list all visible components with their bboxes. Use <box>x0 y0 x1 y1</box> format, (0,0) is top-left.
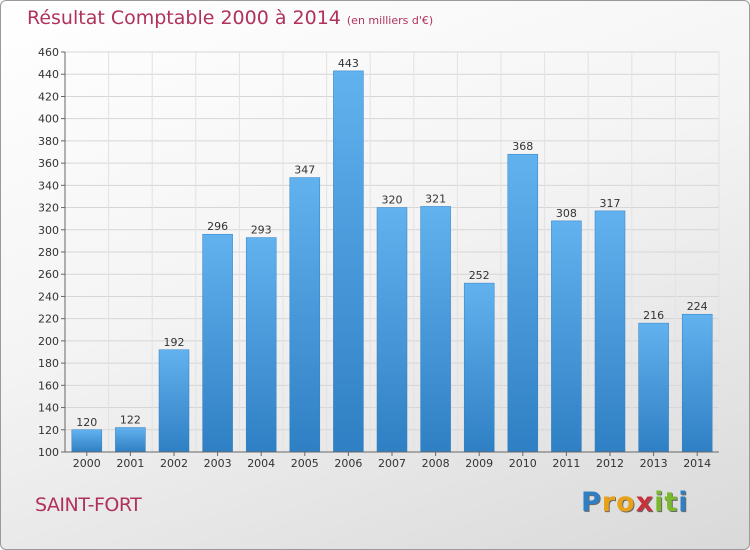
y-tick-label: 260 <box>38 268 59 281</box>
bar-value-label: 296 <box>207 220 228 233</box>
bar-value-label: 224 <box>687 300 708 313</box>
y-axis: 100 120 140 160 180 200 220 240 260 280 300 320 340 3… <box>38 46 66 459</box>
proxiti-logo: Proxiti <box>581 487 689 518</box>
logo-letter: i <box>678 487 689 518</box>
y-tick-label: 320 <box>38 202 59 215</box>
x-tick-label: 2006 <box>334 457 362 470</box>
x-tick-label: 2010 <box>509 457 537 470</box>
y-tick-label: 340 <box>38 179 59 192</box>
y-tick-label: 420 <box>38 90 59 103</box>
bar-value-label: 192 <box>164 336 185 349</box>
bar-value-label: 252 <box>469 269 490 282</box>
x-tick-label: 2003 <box>204 457 232 470</box>
logo-letter: P <box>581 487 602 518</box>
bar <box>115 427 146 453</box>
bar-value-label: 320 <box>382 194 403 207</box>
logo-letter: r <box>601 487 617 518</box>
bar-value-label: 443 <box>338 57 359 70</box>
y-tick-label: 380 <box>38 135 59 148</box>
bar <box>333 70 364 453</box>
logo-letter: o <box>616 487 636 518</box>
y-tick-label: 180 <box>38 357 59 370</box>
bar <box>551 220 582 453</box>
bar <box>245 237 277 453</box>
bar <box>158 349 190 453</box>
logo-letter: t <box>664 487 679 518</box>
x-tick-label: 2005 <box>291 457 319 470</box>
bar <box>507 153 539 453</box>
y-tick-label: 120 <box>38 424 59 437</box>
y-tick-label: 140 <box>38 402 59 415</box>
bar-series: 120 122 192 296 293 347 443 320 321 252 368 308 317 2… <box>71 57 713 453</box>
bar <box>681 313 713 453</box>
y-tick-label: 220 <box>38 313 59 326</box>
bar <box>202 233 233 453</box>
bar <box>594 210 626 453</box>
x-tick-label: 2011 <box>552 457 580 470</box>
x-tick-label: 2012 <box>596 457 624 470</box>
x-tick-label: 2002 <box>160 457 188 470</box>
chart-title-text: Résultat Comptable 2000 à 2014 <box>27 7 341 29</box>
y-tick-label: 360 <box>38 157 59 170</box>
logo-letter: x <box>635 487 655 518</box>
x-tick-label: 2009 <box>465 457 493 470</box>
bar <box>289 177 321 453</box>
y-tick-label: 460 <box>38 46 59 59</box>
bar-value-label: 317 <box>600 197 621 210</box>
y-tick-label: 440 <box>38 68 59 81</box>
bar <box>420 206 451 453</box>
bar-value-label: 347 <box>294 164 315 177</box>
x-tick-label: 2001 <box>116 457 144 470</box>
y-tick-label: 300 <box>38 224 59 237</box>
bar-value-label: 321 <box>425 192 446 205</box>
logo-letter: i <box>654 487 665 518</box>
x-tick-label: 2007 <box>378 457 406 470</box>
x-tick-label: 2004 <box>247 457 275 470</box>
bar <box>638 322 669 453</box>
bar <box>463 282 495 453</box>
y-tick-label: 400 <box>38 113 59 126</box>
y-tick-label: 280 <box>38 246 59 259</box>
y-tick-label: 240 <box>38 290 59 303</box>
bar-value-label: 120 <box>76 416 97 429</box>
x-tick-label: 2013 <box>640 457 668 470</box>
x-axis: 2000 2001 2002 2003 2004 2005 2006 2007 2008 2009… <box>65 451 719 470</box>
x-tick-label: 2000 <box>73 457 101 470</box>
y-tick-label: 160 <box>38 379 59 392</box>
chart-subtitle: (en milliers d'€) <box>346 14 434 27</box>
x-tick-label: 2014 <box>683 457 711 470</box>
chart-title: Résultat Comptable 2000 à 2014 (en millie… <box>27 7 433 29</box>
bar <box>376 207 408 453</box>
bar-value-label: 308 <box>556 207 577 220</box>
bar-value-label: 368 <box>512 140 533 153</box>
bar <box>71 429 103 453</box>
x-tick-label: 2008 <box>422 457 450 470</box>
y-tick-label: 100 <box>38 446 59 459</box>
bar-value-label: 216 <box>643 309 664 322</box>
bar-value-label: 293 <box>251 224 272 237</box>
bar-value-label: 122 <box>120 414 141 427</box>
y-tick-label: 200 <box>38 335 59 348</box>
commune-name: SAINT-FORT <box>35 494 142 516</box>
